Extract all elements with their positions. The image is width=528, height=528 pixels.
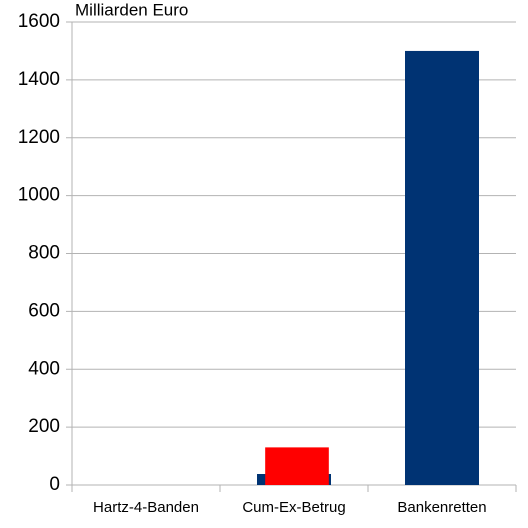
y-tick-label: 0 — [49, 474, 60, 495]
bar — [265, 447, 329, 485]
y-tick-label: 600 — [28, 300, 60, 321]
x-tick-label: Bankenretten — [397, 499, 486, 516]
bar — [405, 50, 479, 485]
y-tick-label: 800 — [28, 243, 60, 264]
chart-title: Milliarden Euro — [75, 0, 188, 19]
y-tick-label: 400 — [28, 358, 60, 379]
x-tick-label: Cum-Ex-Betrug — [242, 499, 345, 516]
y-tick-label: 1000 — [18, 185, 60, 206]
y-tick-label: 1200 — [18, 127, 60, 148]
y-tick-label: 1400 — [18, 69, 60, 90]
y-tick-label: 1600 — [18, 11, 60, 32]
y-tick-label: 200 — [28, 416, 60, 437]
x-tick-label: Hartz-4-Banden — [93, 499, 199, 516]
